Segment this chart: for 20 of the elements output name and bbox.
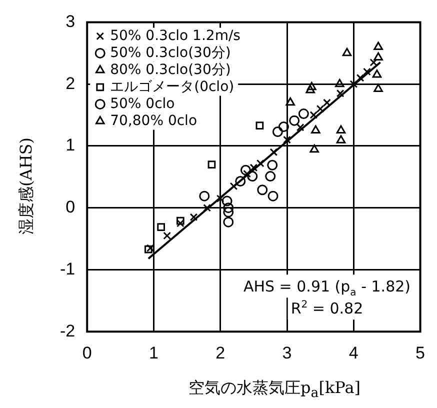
legend-label: 80% 0.3clo(30分) <box>110 62 231 78</box>
legend-label: 50% 0.3clo(30分) <box>110 44 231 61</box>
y-tick-label: 2 <box>66 74 76 93</box>
y-axis-title: 湿度感(AHS) <box>16 138 36 234</box>
legend-label: エルゴメータ(0clo) <box>110 78 234 95</box>
x-tick-label: 0 <box>82 343 92 362</box>
y-tick-label: 1 <box>66 136 76 155</box>
y-tick-label: -2 <box>60 321 76 340</box>
y-tick-label: -1 <box>60 259 76 278</box>
x-tick-label: 2 <box>216 343 226 362</box>
x-axis-title: 空気の水蒸気圧p$_{a}$[kPa] <box>188 378 362 402</box>
legend-label: 50% 0clo <box>110 96 175 112</box>
x-tick-label: 4 <box>348 343 358 362</box>
legend-label: 70,80% 0clo <box>110 112 198 129</box>
legend-label: 50% 0.3clo 1.2m/s <box>110 28 240 44</box>
y-tick-label: 0 <box>66 198 76 217</box>
x-tick-label: 5 <box>416 343 426 362</box>
x-tick-label: 3 <box>282 343 292 362</box>
y-tick-label: 3 <box>66 12 76 31</box>
x-tick-label: 1 <box>149 343 158 362</box>
